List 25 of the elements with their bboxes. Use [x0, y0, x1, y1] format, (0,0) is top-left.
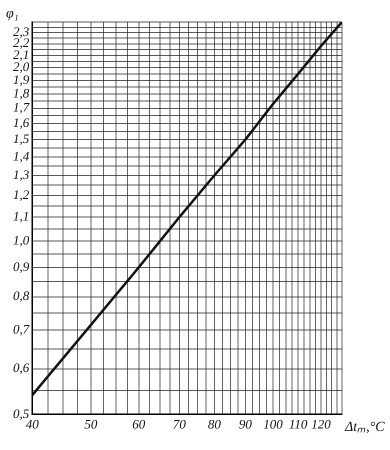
y-tick-label: 1,0	[13, 232, 30, 248]
y-tick-label: 0,9	[13, 258, 30, 274]
y-tick-label: 1,1	[13, 208, 30, 224]
y-tick-label: 0,6	[13, 360, 30, 376]
y-tick-label: 1,8	[13, 85, 30, 100]
y-tick-label: 1,2	[13, 186, 30, 202]
y-tick-label: 1,7	[13, 100, 30, 115]
y-tick-label: 1,9	[13, 72, 30, 87]
x-tick-label: 100	[263, 416, 284, 432]
y-tick-label: 1,5	[13, 130, 30, 146]
y-tick-label: 2,0	[13, 59, 30, 74]
x-tick-label: 110	[288, 416, 308, 432]
y-tick-label: 0,8	[13, 288, 30, 304]
y-tick-label: 1,4	[13, 148, 30, 164]
x-axis-title: Δtₘ,°C	[344, 420, 386, 436]
y-tick-label: 0,7	[13, 322, 30, 337]
y-tick-label: 1,3	[13, 166, 30, 182]
x-tick-label: 90	[238, 416, 252, 432]
y-tick-label: 1,6	[13, 114, 30, 130]
x-tick-label: 70	[172, 416, 186, 432]
x-tick-label: 60	[132, 416, 146, 432]
y-axis-title: φ₁	[6, 6, 19, 22]
x-tick-label: 120	[311, 416, 332, 432]
x-tick-label: 80	[208, 416, 222, 432]
x-tick-label: 50	[84, 416, 98, 432]
